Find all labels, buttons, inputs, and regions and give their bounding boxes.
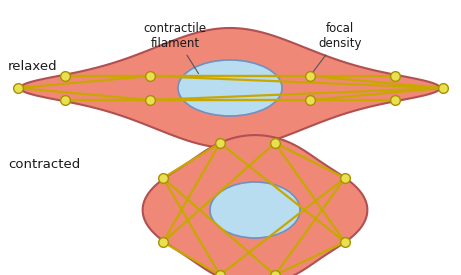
Text: contractile
filament: contractile filament xyxy=(143,22,207,74)
Polygon shape xyxy=(20,28,440,148)
Ellipse shape xyxy=(178,60,282,116)
Text: relaxed: relaxed xyxy=(8,60,58,73)
Polygon shape xyxy=(142,135,367,275)
Ellipse shape xyxy=(210,182,300,238)
Text: contracted: contracted xyxy=(8,158,80,171)
Text: focal
density: focal density xyxy=(312,22,362,74)
